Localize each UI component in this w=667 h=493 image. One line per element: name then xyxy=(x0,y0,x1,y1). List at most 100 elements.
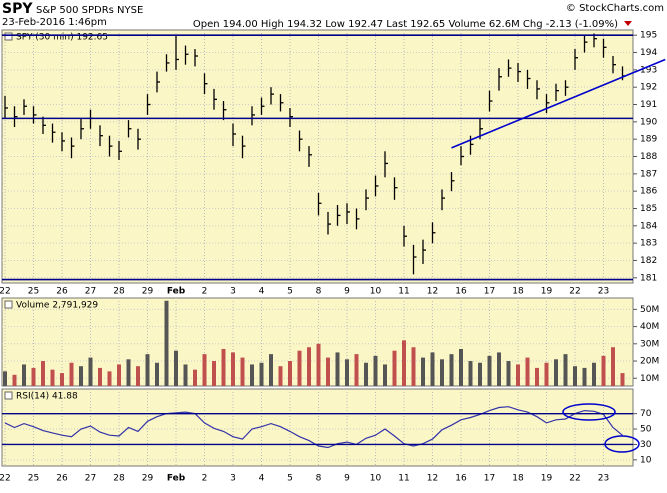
volume-bar xyxy=(60,373,64,386)
volume-bar xyxy=(69,362,74,386)
volume-bar xyxy=(269,354,273,386)
volume-bar xyxy=(402,340,406,386)
x-tick-label: 5 xyxy=(287,474,293,484)
volume-bar xyxy=(183,364,188,386)
y-tick-label: 194 xyxy=(640,48,657,58)
volume-bar xyxy=(430,352,435,386)
volume-bar xyxy=(136,366,140,386)
x-tick-label: 16 xyxy=(455,287,467,297)
volume-bar xyxy=(212,361,216,386)
x-tick-label: 18 xyxy=(512,474,524,484)
x-tick-label: 17 xyxy=(484,474,495,484)
volume-bar xyxy=(250,364,254,386)
volume-bar xyxy=(335,352,340,386)
credit: © StockCharts.com xyxy=(566,3,664,14)
x-tick-label: 12 xyxy=(427,287,438,297)
volume-bar xyxy=(364,362,368,386)
volume-bar xyxy=(383,364,387,386)
volume-bar xyxy=(421,357,425,386)
volume-bar xyxy=(221,348,226,386)
x-tick-label: 22 xyxy=(569,287,580,297)
x-tick-label: 4 xyxy=(259,287,265,297)
x-tick-label: 8 xyxy=(316,474,322,484)
volume-bar xyxy=(22,364,26,386)
volume-bar xyxy=(316,343,321,386)
panel-icon xyxy=(4,32,13,41)
x-tick-label: 28 xyxy=(113,474,125,484)
volume-bar xyxy=(440,359,444,386)
x-tick-label: 2 xyxy=(202,287,208,297)
x-tick-label: 26 xyxy=(56,287,68,297)
y-tick-label: 186 xyxy=(640,187,657,197)
volume-bar xyxy=(497,352,501,386)
x-tick-label: 27 xyxy=(85,287,96,297)
x-tick-label: 28 xyxy=(113,287,125,297)
volume-bar xyxy=(231,352,235,386)
y-tick-label: 50 xyxy=(640,425,652,435)
timestamp: 23-Feb-2016 1:46pm xyxy=(2,17,107,28)
volume-bar xyxy=(117,364,121,386)
y-tick-label: 30 xyxy=(640,440,652,450)
volume-bar xyxy=(506,361,511,386)
volume-bar xyxy=(297,350,302,386)
x-tick-label: Feb xyxy=(167,287,186,297)
volume-bar xyxy=(535,367,539,386)
panel-label: Volume 2,791,929 xyxy=(16,301,98,311)
x-tick-label: 12 xyxy=(427,474,438,484)
volume-bar xyxy=(516,364,520,386)
volume-bar xyxy=(107,371,112,386)
x-tick-label: Feb xyxy=(167,474,186,484)
x-tick-label: 22 xyxy=(0,287,11,297)
volume-bar xyxy=(31,367,36,386)
y-tick-label: 191 xyxy=(640,100,657,110)
volume-bar xyxy=(41,361,45,386)
volume-bar xyxy=(563,354,568,386)
volume-bar xyxy=(193,369,197,386)
y-tick-label: 181 xyxy=(640,273,657,283)
volume-bar xyxy=(611,347,615,386)
volume-bar xyxy=(240,357,245,386)
y-tick-label: 10M xyxy=(640,374,659,384)
volume-bar xyxy=(392,350,397,386)
x-tick-label: 26 xyxy=(56,474,68,484)
y-tick-label: 30M xyxy=(640,339,659,349)
y-tick-label: 182 xyxy=(640,256,657,266)
x-tick-label: 9 xyxy=(344,474,350,484)
volume-bar xyxy=(88,357,93,386)
y-tick-label: 192 xyxy=(640,83,657,93)
x-tick-label: 23 xyxy=(598,287,609,297)
x-tick-label: 9 xyxy=(344,287,350,297)
panel-icon xyxy=(4,391,13,400)
volume-bar xyxy=(601,355,606,386)
x-tick-label: 27 xyxy=(85,474,96,484)
trend-line xyxy=(451,58,666,149)
x-tick-label: 2 xyxy=(202,474,208,484)
symbol-name: S&P 500 SPDRs NYSE xyxy=(36,5,143,16)
y-tick-label: 189 xyxy=(640,135,657,145)
x-tick-label: 25 xyxy=(28,474,39,484)
volume-bar xyxy=(326,357,330,386)
volume-bar xyxy=(164,300,169,386)
panels: 1811821831841851861871881891901911921931… xyxy=(0,29,666,484)
panel-label: RSI(14) 41.88 xyxy=(16,392,78,402)
volume-bar xyxy=(50,369,55,386)
volume-bar xyxy=(573,366,577,386)
y-tick-label: 70 xyxy=(640,409,652,419)
panel xyxy=(1,388,634,467)
x-tick-label: 22 xyxy=(0,474,11,484)
x-tick-label: 10 xyxy=(370,287,382,297)
volume-bar xyxy=(487,355,492,386)
volume-bar xyxy=(525,357,530,386)
symbol: SPY xyxy=(2,1,33,17)
volume-bar xyxy=(278,366,283,386)
x-tick-label: 17 xyxy=(484,287,495,297)
volume-bar xyxy=(478,362,482,386)
x-tick-label: 10 xyxy=(370,474,382,484)
down-arrow xyxy=(624,21,632,26)
x-tick-label: 18 xyxy=(512,287,524,297)
x-tick-label: 11 xyxy=(398,287,409,297)
x-tick-label: 8 xyxy=(316,287,322,297)
x-tick-label: 23 xyxy=(598,474,609,484)
x-tick-label: 29 xyxy=(142,474,154,484)
